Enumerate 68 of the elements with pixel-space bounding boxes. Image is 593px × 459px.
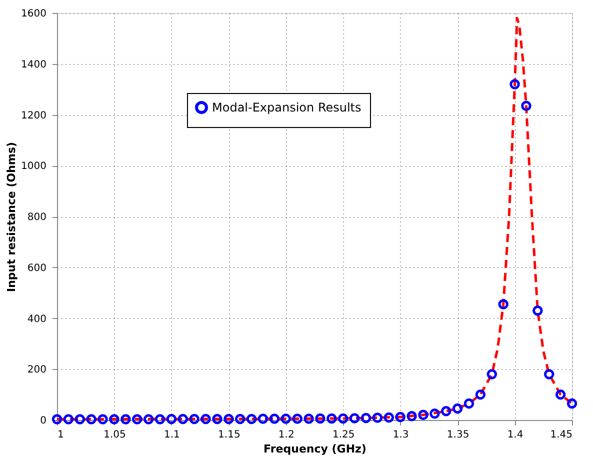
point [349, 413, 360, 424]
point [74, 414, 86, 424]
x-tick-label: 1.2 [278, 430, 294, 440]
y-tick-label: 400 [27, 314, 46, 325]
point [132, 414, 142, 424]
point [566, 398, 578, 409]
point [395, 412, 406, 422]
x-tick-label: 1 [58, 430, 64, 440]
point [464, 398, 474, 409]
x-tick-label: 1.35 [446, 430, 470, 440]
point [63, 414, 74, 424]
point [510, 79, 520, 90]
point [143, 414, 154, 424]
point [544, 369, 554, 380]
point [52, 414, 62, 424]
point [440, 406, 452, 416]
point [98, 414, 108, 424]
point [200, 414, 211, 424]
y-tick-label: 600 [27, 262, 46, 274]
point [532, 306, 543, 316]
point [521, 100, 532, 111]
point [555, 389, 566, 400]
point [212, 414, 222, 424]
point [372, 412, 383, 423]
point [269, 414, 280, 424]
point [304, 414, 314, 424]
legend-label: Modal-Expansion Results [212, 100, 362, 114]
point [166, 414, 177, 424]
point [486, 369, 498, 380]
y-tick-label: 200 [27, 364, 46, 376]
point [292, 414, 302, 424]
point [430, 408, 440, 419]
point [498, 299, 508, 310]
point [86, 414, 96, 424]
x-tick-label: 1.05 [104, 430, 126, 440]
point [280, 414, 292, 424]
x-tick-label: 1.15 [218, 430, 240, 440]
point [326, 413, 337, 424]
point [360, 412, 372, 424]
x-tick-label: 1.25 [332, 430, 355, 440]
x-axis-title: Frequency (GHz) [264, 442, 366, 456]
point [189, 414, 200, 424]
point [452, 403, 463, 414]
point [234, 414, 246, 424]
x-tick-label: 1.1 [164, 430, 180, 440]
point [258, 414, 268, 424]
point [384, 412, 394, 423]
y-axis-title: Input resistance (Ohms) [5, 142, 18, 292]
point [475, 389, 486, 400]
point [120, 414, 131, 424]
y-tick-label: 800 [27, 212, 46, 223]
y-tick-label: 1000 [21, 161, 46, 172]
y-tick-label: 1200 [21, 110, 46, 122]
x-tick-label: 1.4 [507, 430, 524, 440]
x-tick-label: 1.3 [392, 430, 409, 440]
x-tick-label: 1.45 [550, 430, 572, 440]
point [178, 414, 188, 424]
point [246, 414, 257, 424]
point [154, 414, 166, 424]
y-tick-label: 1400 [21, 59, 46, 70]
point [338, 413, 348, 424]
y-tick-label: 1600 [21, 8, 46, 20]
point [315, 413, 326, 424]
point [109, 414, 120, 424]
point [406, 411, 417, 422]
y-tick-label: 0 [40, 416, 46, 426]
point [224, 414, 234, 424]
point [418, 410, 428, 420]
